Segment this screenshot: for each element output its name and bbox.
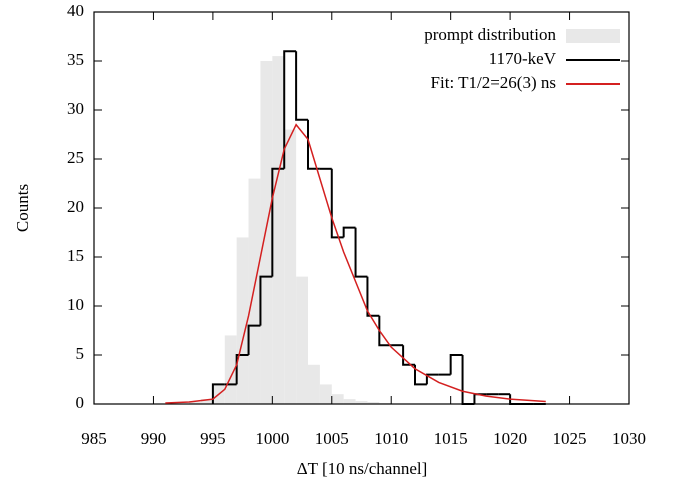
histogram-bar: [308, 364, 320, 404]
histogram-bar: [284, 129, 297, 404]
histogram-bar: [355, 401, 368, 404]
fit-curve: [165, 123, 546, 404]
histogram-step: [307, 119, 320, 170]
y-tick-label: 30: [67, 99, 84, 118]
y-tick-label: 35: [67, 50, 84, 69]
histogram-bar: [236, 237, 249, 404]
histogram-bar: [201, 399, 213, 404]
histogram-step: [366, 276, 380, 317]
x-axis-label: ΔT [10 ns/channel]: [297, 459, 428, 478]
histogram-step: [509, 394, 522, 405]
x-tick-label: 1015: [434, 429, 468, 448]
histogram-bar: [343, 399, 356, 404]
histogram-bar: [296, 276, 308, 404]
y-tick-label: 0: [76, 393, 85, 412]
x-tick-label: 1030: [612, 429, 646, 448]
histogram-bar: [331, 394, 344, 404]
x-tick-label: 1010: [374, 429, 408, 448]
histogram-step: [259, 275, 273, 326]
x-tick-label: 985: [81, 429, 107, 448]
histogram-bar: [224, 335, 237, 404]
y-tick-label: 20: [67, 197, 84, 216]
histogram-bar: [189, 402, 201, 404]
histogram-bar: [248, 178, 261, 404]
x-tick-label: 990: [141, 429, 167, 448]
histogram-step: [425, 373, 439, 385]
y-tick-label: 25: [67, 148, 84, 167]
histogram-step: [235, 354, 249, 385]
histogram-step: [271, 167, 285, 277]
x-tick-label: 1025: [553, 429, 587, 448]
histogram-step: [211, 383, 225, 404]
x-tick-label: 1020: [493, 429, 527, 448]
x-tick-label: 1000: [255, 429, 289, 448]
y-tick-label: 40: [67, 1, 84, 20]
histogram-step: [342, 226, 356, 238]
y-tick-label: 5: [76, 344, 85, 363]
y-axis-label: Counts: [13, 184, 32, 232]
histogram-step: [247, 324, 261, 355]
legend-label: prompt distribution: [424, 25, 556, 44]
plot-frame: [93, 11, 630, 405]
legend-swatch: [566, 29, 620, 43]
legend-label: Fit: T1/2=26(3) ns: [431, 73, 556, 92]
histogram-step: [402, 345, 415, 366]
histogram-bar: [319, 384, 332, 404]
histogram-step: [449, 354, 463, 375]
histogram-bar: [367, 402, 380, 404]
histogram-step: [378, 315, 392, 347]
histogram-step: [461, 355, 475, 405]
histogram-step: [354, 227, 368, 278]
histogram-step: [330, 168, 344, 239]
histogram-bar: [260, 61, 273, 404]
legend-label: 1170-keV: [489, 49, 557, 68]
y-tick-label: 10: [67, 295, 84, 314]
histogram-bar: [272, 56, 285, 404]
x-tick-label: 995: [200, 429, 226, 448]
histogram-step: [295, 51, 308, 121]
x-tick-label: 1005: [315, 429, 349, 448]
histogram-step: [283, 50, 297, 169]
y-tick-label: 15: [67, 246, 84, 265]
histogram-step: [414, 364, 427, 386]
